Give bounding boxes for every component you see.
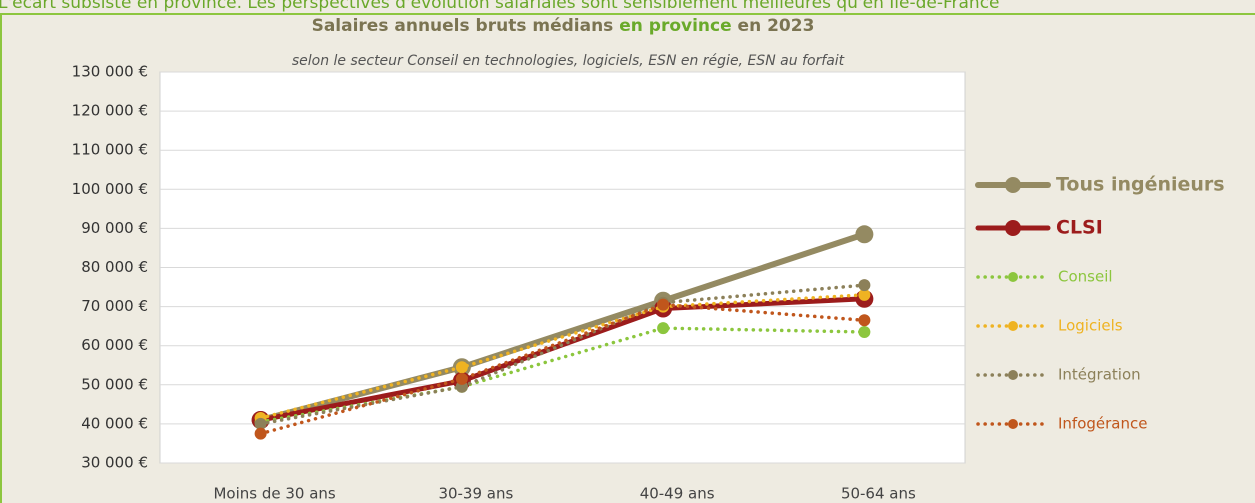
y-tick-label: 60 000 € (81, 336, 148, 354)
y-tick-label: 40 000 € (81, 414, 148, 432)
series-marker (254, 417, 267, 430)
legend-label: Intégration (1058, 366, 1141, 384)
title-part: en 2023 (738, 16, 815, 36)
legend-marker (1008, 321, 1018, 331)
legend-marker (1008, 370, 1018, 380)
legend-label: Logiciels (1058, 317, 1123, 335)
series-line (258, 302, 867, 436)
frame (0, 13, 1255, 503)
y-tick-label: 130 000 € (72, 63, 148, 81)
legend-marker (1005, 220, 1021, 236)
series-marker (455, 372, 468, 385)
y-tick-label: 30 000 € (81, 454, 148, 472)
series-line (258, 283, 867, 426)
series-marker (858, 314, 871, 327)
legend-label: CLSI (1056, 217, 1103, 239)
title-part: en province (619, 16, 731, 36)
series-marker (858, 288, 871, 301)
series-marker (657, 298, 670, 311)
x-tick-label: 40-49 ans (640, 485, 715, 503)
y-tick-label: 110 000 € (72, 141, 148, 159)
series-marker (858, 326, 871, 339)
legend-label: Tous ingénieurs (1056, 174, 1225, 196)
series-marker (858, 279, 871, 292)
x-tick-label: 30-39 ans (438, 485, 513, 503)
y-tick-label: 50 000 € (81, 375, 148, 393)
y-tick-label: 100 000 € (72, 180, 148, 198)
series-marker (855, 225, 874, 244)
y-tick-label: 90 000 € (81, 219, 148, 237)
series-marker (657, 322, 670, 335)
legend-marker (1008, 419, 1018, 429)
chart-title: Salaires annuels bruts médians en provin… (312, 16, 815, 36)
legend-marker (1005, 177, 1021, 193)
series-marker (455, 361, 468, 374)
series-marker (254, 427, 267, 440)
legend-label: Conseil (1058, 268, 1113, 286)
series-line (257, 231, 868, 423)
y-tick-label: 70 000 € (81, 297, 148, 315)
y-tick-label: 80 000 € (81, 258, 148, 276)
legend-marker (1008, 272, 1018, 282)
x-tick-label: Moins de 30 ans (213, 485, 335, 503)
header-text: L'écart subsiste en province. Les perspe… (0, 0, 1000, 13)
legend-label: Infogérance (1058, 415, 1147, 433)
x-tick-label: 50-64 ans (841, 485, 916, 503)
title-part: Salaires annuels bruts médians (312, 16, 614, 36)
series-line (258, 293, 867, 420)
y-tick-label: 120 000 € (72, 102, 148, 120)
chart-subtitle: selon le secteur Conseil en technologies… (292, 53, 845, 69)
